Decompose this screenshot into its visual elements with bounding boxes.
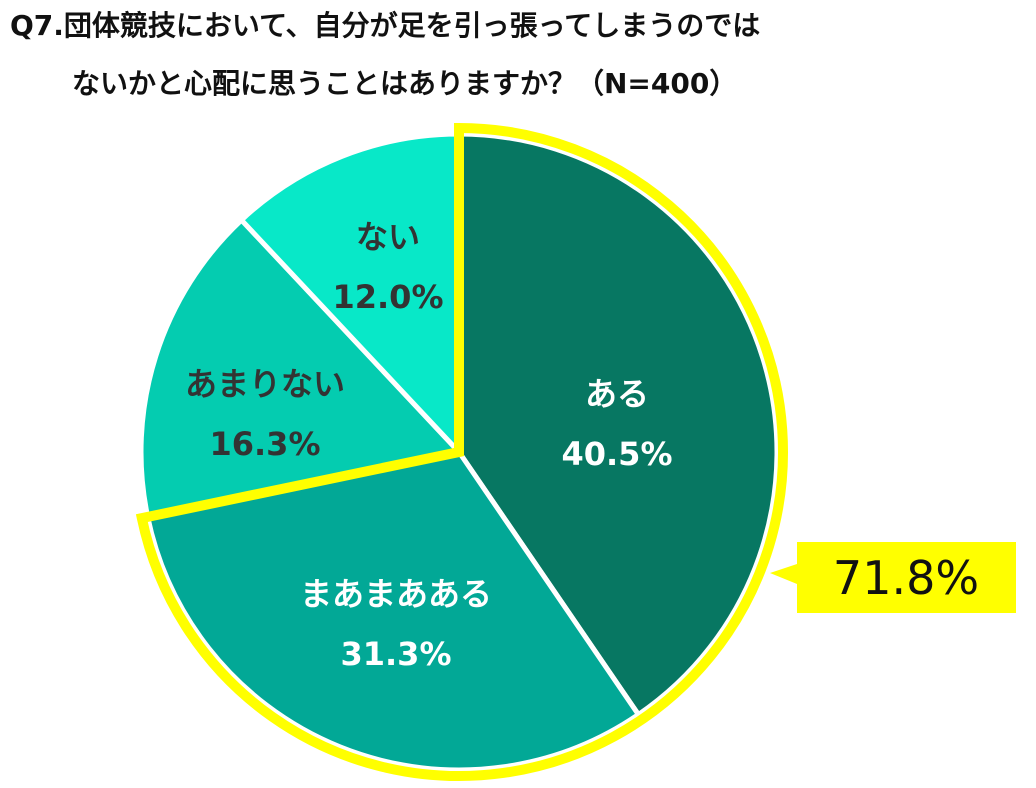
slice-category-label-nai: ない <box>356 218 420 256</box>
slice-value-label-nai: 12.0% <box>332 278 443 316</box>
chart-title-line-2: ないかと心配に思うことはありますか？（N=400） <box>72 67 738 100</box>
pie-slice-amarinai <box>138 217 462 520</box>
slice-category-label-amarinai: あまりない <box>185 365 345 403</box>
chart-title-line-1: Q7.団体競技において、自分が足を引っ張ってしまうのでは <box>10 9 761 42</box>
slice-value-label-maamaaaru: 31.3% <box>340 635 451 673</box>
callout-box <box>770 542 1016 613</box>
pie-slice-nai <box>238 131 462 455</box>
pie-labels: ある 40.5% まあまあある 31.3% あまりない 16.3% ない 12.0% <box>185 218 673 673</box>
highlight-callout: 71.8% <box>770 542 1016 613</box>
slice-category-label-maamaaaru: まあまあある <box>300 575 492 613</box>
callout-total-label: 71.8% <box>833 551 979 605</box>
slice-category-label-aru: ある <box>585 375 649 413</box>
highlight-outline <box>135 122 788 781</box>
pie-slices <box>138 131 780 773</box>
pie-slice-maamaaaru <box>145 449 641 773</box>
slice-value-label-amarinai: 16.3% <box>209 425 320 463</box>
pie-slice-aru <box>456 131 780 718</box>
slice-value-label-aru: 40.5% <box>561 435 672 473</box>
